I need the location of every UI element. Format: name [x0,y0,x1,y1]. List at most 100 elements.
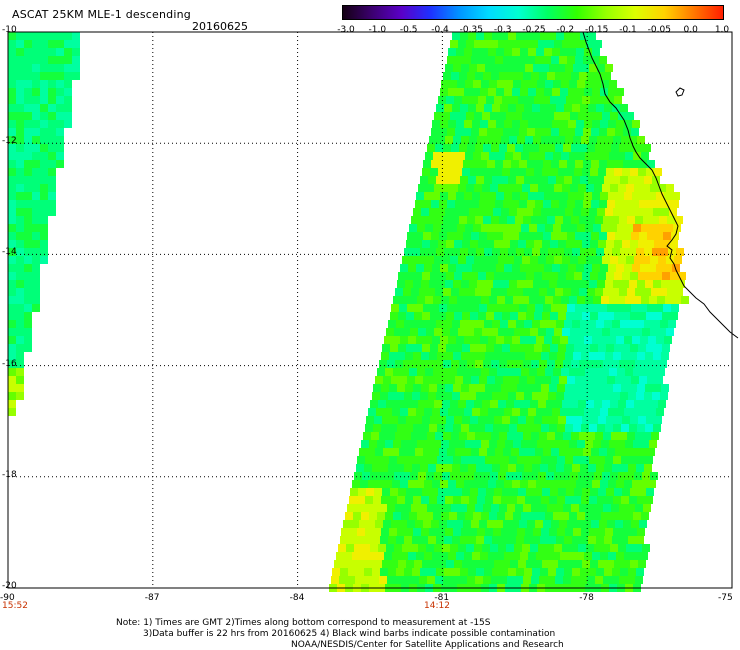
swath-pixel [466,400,474,408]
swath-pixel [465,512,473,520]
swath-pixel [533,384,541,392]
swath-pixel [370,400,378,408]
swath-pixel [16,128,24,136]
swath-pixel [499,216,507,224]
swath-pixel [540,248,548,256]
swath-pixel [478,416,486,424]
swath-pixel [482,112,490,120]
swath-pixel [476,320,484,328]
swath-pixel [482,472,490,480]
swath-pixel [56,40,64,48]
swath-pixel [454,168,462,176]
swath-pixel [649,296,657,304]
swath-pixel [381,456,389,464]
swath-pixel [462,560,470,568]
swath-pixel [476,464,484,472]
swath-pixel [636,320,644,328]
swath-pixel [398,272,406,280]
swath-pixel [481,152,489,160]
swath-pixel [469,456,477,464]
swath-pixel [558,560,566,568]
swath-pixel [625,152,633,160]
swath-pixel [495,304,503,312]
swath-pixel [48,168,56,176]
swath-pixel [523,432,531,440]
swath-pixel [40,208,48,216]
swath-pixel [513,224,521,232]
swath-pixel [430,344,438,352]
swath-pixel [439,520,447,528]
swath-pixel [613,528,621,536]
swath-pixel [8,400,16,408]
swath-pixel [444,104,452,112]
swath-pixel [451,216,459,224]
swath-pixel [579,360,587,368]
swath-pixel [472,336,480,344]
swath-pixel [414,240,422,248]
swath-pixel [429,496,437,504]
swath-pixel [8,208,16,216]
swath-pixel [566,240,574,248]
swath-pixel [526,312,534,320]
swath-pixel [426,400,434,408]
swath-pixel [48,80,56,88]
swath-pixel [453,528,461,536]
swath-pixel [575,232,583,240]
swath-pixel [561,368,569,376]
swath-pixel [536,336,544,344]
swath-pixel [561,512,569,520]
swath-pixel [463,376,471,384]
swath-pixel [647,376,655,384]
swath-pixel [455,520,463,528]
swath-pixel [418,184,426,192]
swath-pixel [571,504,579,512]
swath-pixel [390,488,398,496]
swath-pixel [610,184,618,192]
swath-pixel [436,104,444,112]
swath-pixel [474,40,482,48]
swath-pixel [509,528,517,536]
colorbar-label: -0.5 [399,25,418,35]
swath-pixel [645,384,653,392]
swath-pixel [561,440,569,448]
swath-pixel [555,216,563,224]
swath-pixel [606,416,614,424]
swath-pixel [595,216,603,224]
swath-pixel [631,200,639,208]
swath-pixel [368,480,376,488]
swath-pixel [662,344,670,352]
swath-pixel [546,400,554,408]
swath-pixel [548,32,556,40]
swath-pixel [594,328,602,336]
swath-pixel [541,384,549,392]
swath-pixel [470,272,478,280]
swath-pixel [557,208,565,216]
swath-pixel [411,576,419,584]
swath-pixel [420,464,428,472]
swath-pixel [630,416,638,424]
swath-pixel [16,216,24,224]
swath-pixel [392,552,400,560]
swath-pixel [555,360,563,368]
swath-pixel [579,432,587,440]
swath-pixel [399,376,407,384]
swath-pixel [568,192,576,200]
swath-pixel [576,192,584,200]
swath-pixel [536,264,544,272]
swath-pixel [504,552,512,560]
swath-pixel [436,248,444,256]
swath-pixel [493,384,501,392]
swath-pixel [515,432,523,440]
swath-pixel [374,560,382,568]
swath-pixel [411,432,419,440]
swath-pixel [663,304,671,312]
swath-pixel [532,32,540,40]
swath-pixel [449,152,457,160]
swath-pixel [544,192,552,200]
swath-pixel [528,480,536,488]
swath-pixel [455,232,463,240]
swath-pixel [451,432,459,440]
swath-pixel [516,320,524,328]
swath-pixel [403,288,411,296]
swath-pixel [596,464,604,472]
